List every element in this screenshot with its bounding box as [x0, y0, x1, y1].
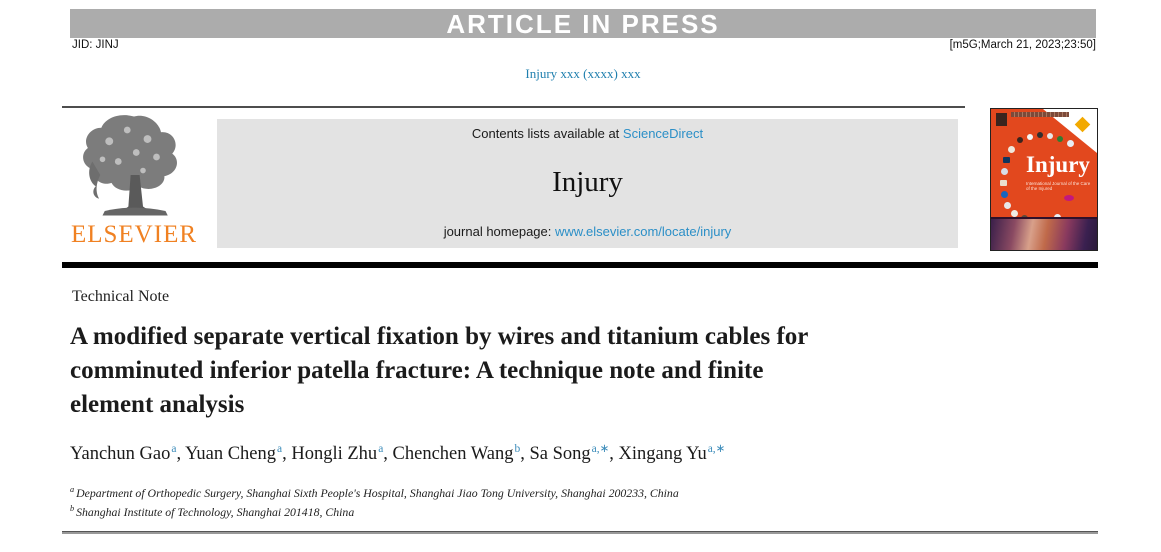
- article-title-line: element analysis: [70, 391, 245, 418]
- cover-art-dot: [1027, 134, 1033, 140]
- cover-art-dot: [1057, 136, 1063, 142]
- cover-art-dot: [1008, 146, 1015, 153]
- top-divider: [62, 106, 965, 108]
- affiliation-mark: a: [70, 485, 75, 494]
- affiliation: b Shanghai Institute of Technology, Shang…: [70, 503, 355, 519]
- citation-line[interactable]: Injury xxx (xxxx) xxx: [525, 66, 641, 81]
- homepage-line: journal homepage: www.elsevier.com/locat…: [444, 224, 732, 239]
- cover-top-strip: [1011, 112, 1069, 117]
- homepage-link[interactable]: www.elsevier.com/locate/injury: [555, 224, 732, 239]
- author: Sa Songa,∗: [529, 443, 618, 464]
- contents-prefix: Contents lists available at: [471, 126, 623, 141]
- author-affiliation-mark: a,∗: [707, 443, 726, 455]
- affiliation: a Department of Orthopedic Surgery, Shang…: [70, 485, 679, 500]
- bottom-divider: [62, 531, 1098, 534]
- article-type-label: Technical Note: [72, 288, 170, 305]
- cover-art-dot: [1037, 132, 1043, 138]
- cover-art-dot: [1011, 210, 1018, 217]
- cover-photo-band: [991, 217, 1097, 250]
- affiliation-mark: b: [70, 503, 75, 513]
- author-list: Yanchun GaoaYuan ChengaHongli ZhuaChench…: [70, 441, 1070, 465]
- sciencedirect-link[interactable]: ScienceDirect: [622, 126, 704, 141]
- author: Xingang Yua,∗: [618, 443, 726, 465]
- contents-line: Contents lists available at ScienceDirec…: [472, 126, 703, 141]
- masthead-box: Contents lists available at ScienceDirec…: [217, 119, 958, 248]
- cover-art-dot: [1001, 168, 1008, 175]
- cover-art-dot: [1000, 180, 1007, 186]
- author: Hongli Zhua: [291, 443, 392, 464]
- article-in-press-banner: ARTICLE IN PRESS: [70, 9, 1096, 38]
- article-title-line: A modified separate vertical fixation by…: [70, 323, 809, 350]
- author-affiliation-mark: a,∗: [591, 443, 610, 455]
- timestamp-label: [m5G;March 21, 2023;23:50]: [949, 39, 1096, 51]
- cover-journal-subtitle: International Journal of the Care of the…: [1026, 181, 1091, 191]
- cover-art-dot: [1067, 140, 1074, 147]
- author-affiliation-mark: a: [277, 443, 283, 455]
- cover-art-dot: [1003, 157, 1010, 163]
- jid-label: JID: JINJ: [72, 39, 119, 51]
- affiliation-list: a Department of Orthopedic Surgery, Shang…: [70, 484, 1070, 521]
- elsevier-tree-icon: [83, 115, 177, 216]
- author: Yuan Chenga: [185, 443, 291, 464]
- journal-name: Injury: [552, 166, 623, 198]
- cover-art-dot: [1047, 133, 1053, 139]
- cover-journal-title: Injury: [1026, 152, 1090, 177]
- elsevier-logo: ELSEVIER: [70, 112, 198, 252]
- author: Chenchen Wangb: [393, 443, 530, 464]
- cover-art-dot: [1064, 195, 1074, 201]
- journal-cover-thumbnail: Injury International Journal of the Care…: [990, 108, 1098, 251]
- author-affiliation-mark: a: [378, 443, 384, 455]
- author-affiliation-mark: b: [514, 443, 521, 455]
- section-divider-thick: [62, 262, 1098, 268]
- cover-corner-logo: [996, 113, 1007, 126]
- elsevier-wordmark: ELSEVIER: [70, 221, 198, 248]
- homepage-prefix: journal homepage:: [443, 224, 555, 239]
- meta-row: JID: JINJ [m5G;March 21, 2023;23:50]: [70, 39, 1096, 53]
- article-title: A modified separate vertical fixation by…: [70, 320, 1030, 422]
- article-title-line: comminuted inferior patella fracture: A …: [70, 357, 764, 384]
- author: Yanchun Gaoa: [70, 443, 185, 464]
- author-affiliation-mark: a: [171, 443, 177, 455]
- banner-label: ARTICLE IN PRESS: [446, 8, 720, 39]
- cover-art-dot: [1001, 191, 1008, 198]
- cover-art-dot: [1017, 137, 1023, 143]
- cover-art-dot: [1004, 202, 1011, 209]
